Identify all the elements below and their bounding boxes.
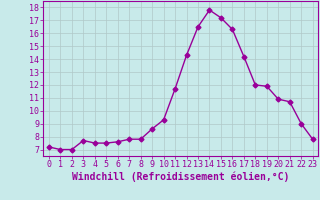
X-axis label: Windchill (Refroidissement éolien,°C): Windchill (Refroidissement éolien,°C) xyxy=(72,172,290,182)
